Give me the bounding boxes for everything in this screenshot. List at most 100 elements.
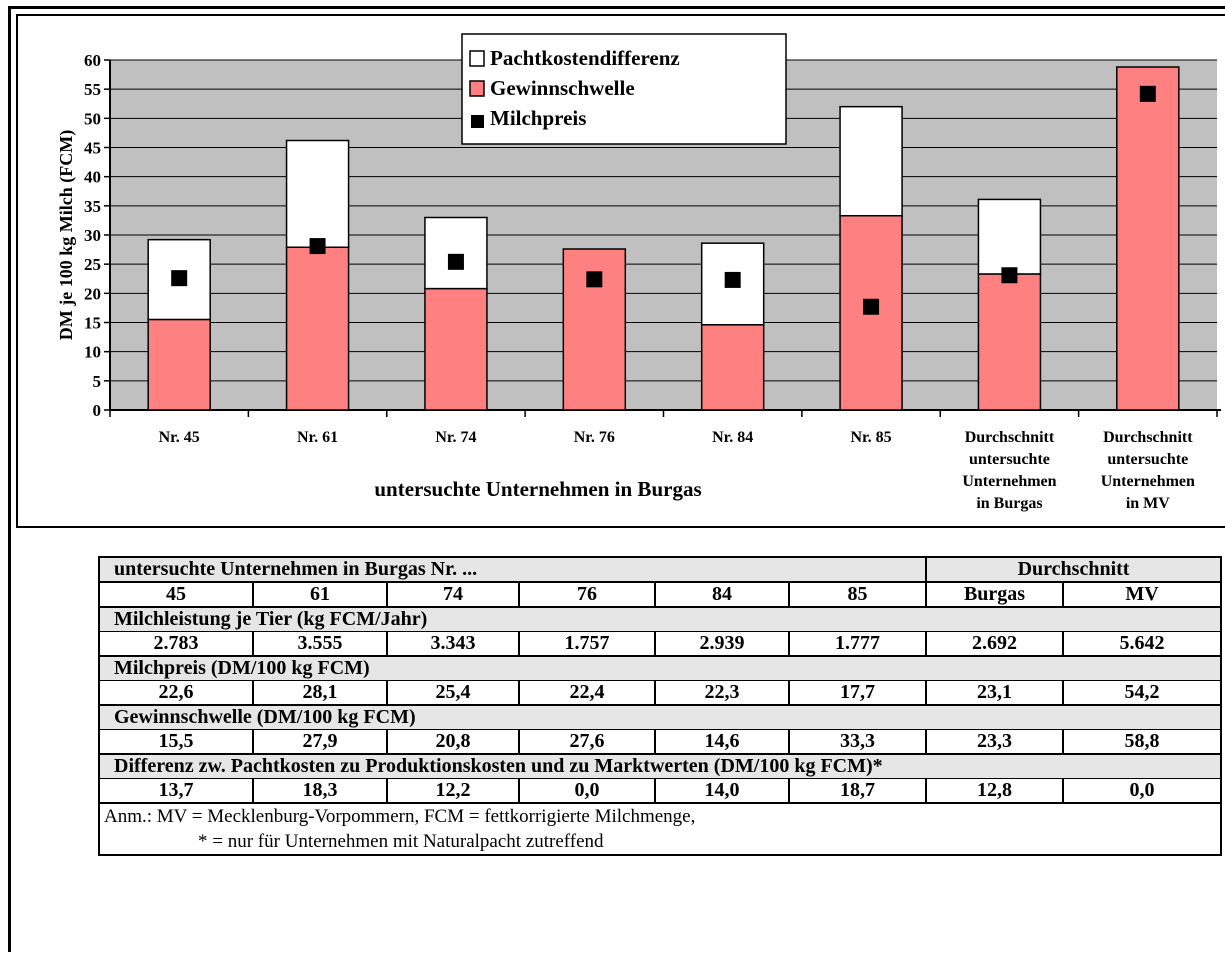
bar-gewinnschwelle	[147, 318, 211, 411]
bar-pachtkostendifferenz	[424, 216, 488, 290]
note-row: * = nur für Unternehmen mit Naturalpacht…	[97, 829, 1223, 856]
bar-pachtkostendifferenz	[839, 105, 903, 217]
y-tick-label: 20	[84, 284, 101, 303]
section-title: Milchleistung je Tier (kg FCM/Jahr)	[97, 606, 1223, 632]
table-cell: 2.783	[98, 631, 254, 657]
marker-milchpreis	[1139, 85, 1156, 102]
table-cell: 25,4	[386, 680, 520, 706]
column-header: MV	[1062, 581, 1223, 608]
table-cell: 2.692	[925, 631, 1065, 657]
x-tick-label: Nr. 85	[850, 429, 891, 446]
table-cell: 3.343	[386, 631, 520, 657]
x-tick-label: Nr. 76	[574, 429, 615, 446]
y-tick-label: 60	[84, 51, 101, 70]
y-tick-label: 50	[84, 109, 101, 128]
table-column-row: 45 61 74 76 84 85 Burgas MV	[98, 581, 1223, 608]
y-tick-label: 55	[84, 80, 101, 99]
table-note: Anm.: MV = Mecklenburg-Vorpommern, FCM =…	[97, 802, 1223, 829]
bar-pachtkostendifferenz	[977, 198, 1042, 275]
column-header: 61	[252, 581, 388, 608]
average-header: Durchschnitt	[925, 556, 1223, 582]
table-cell: 14,0	[654, 778, 790, 804]
table-row: 13,7 18,3 12,2 0,0 14,0 18,7 12,8 0,0	[98, 778, 1223, 804]
table-header-row: untersuchte Unternehmen in Burgas Nr. ..…	[97, 556, 1223, 582]
y-axis-title: DM je 100 kg Milch (FCM)	[56, 130, 77, 340]
section-title: Milchpreis (DM/100 kg FCM)	[97, 655, 1223, 681]
marker-milchpreis	[171, 270, 188, 287]
x-tick-label: Nr. 84	[712, 429, 753, 446]
column-header: 76	[518, 581, 656, 608]
table-cell: 18,3	[252, 778, 388, 804]
table-cell: 17,7	[787, 680, 928, 706]
column-header: 74	[386, 581, 520, 608]
y-tick-label: 30	[84, 226, 101, 245]
page-frame-left	[8, 6, 11, 952]
section-title: Differenz zw. Pachtkosten zu Produktions…	[97, 753, 1223, 779]
y-tick-label: 0	[93, 401, 102, 420]
marker-milchpreis	[309, 238, 326, 255]
chart-container: 0 5 10 15 20 25 30 35 40 45 50 55 60 Nr. 45 Nr. 61 Nr. …	[16, 14, 1225, 528]
legend-swatch	[469, 50, 485, 67]
y-tick-label: 5	[93, 372, 102, 391]
bar-gewinnschwelle	[977, 273, 1042, 411]
bar-pachtkostendifferenz	[285, 139, 350, 248]
table-cell: 22,3	[654, 680, 790, 706]
x-tick-label: untersuchte	[1107, 451, 1188, 468]
table-cell: 1.757	[518, 631, 656, 657]
section-title-row: Differenz zw. Pachtkosten zu Produktions…	[97, 753, 1223, 779]
marker-milchpreis	[724, 271, 741, 288]
y-tick-label: 25	[84, 255, 101, 274]
column-header: Burgas	[925, 581, 1065, 608]
table-cell: 58,8	[1062, 729, 1223, 755]
legend-swatch	[469, 80, 485, 97]
section-title: Gewinnschwelle (DM/100 kg FCM)	[97, 704, 1223, 730]
group-header: untersuchte Unternehmen in Burgas Nr. ..…	[97, 556, 928, 582]
x-tick-label: Unternehmen	[1101, 473, 1195, 490]
table-cell: 2.939	[654, 631, 790, 657]
section-title-row: Milchpreis (DM/100 kg FCM)	[97, 655, 1223, 681]
bar-gewinnschwelle	[700, 324, 765, 411]
x-tick-label: Unternehmen	[962, 473, 1056, 490]
legend-box	[461, 33, 787, 145]
y-tick-label: 15	[84, 314, 101, 333]
table-note-footnote: * = nur für Unternehmen mit Naturalpacht…	[97, 829, 1223, 856]
column-header: 85	[787, 581, 928, 608]
note-row: Anm.: MV = Mecklenburg-Vorpommern, FCM =…	[97, 802, 1223, 829]
y-tick-label: 40	[84, 168, 101, 187]
column-header: 84	[654, 581, 790, 608]
table-cell: 27,9	[252, 729, 388, 755]
y-tick-label: 45	[84, 139, 101, 158]
x-tick-label: in Burgas	[976, 495, 1042, 512]
page-frame-top	[8, 6, 1225, 9]
table-row: 22,6 28,1 25,4 22,4 22,3 17,7 23,1 54,2	[98, 680, 1223, 706]
bar-gewinnschwelle	[424, 287, 488, 411]
marker-milchpreis	[1001, 267, 1018, 284]
table-cell: 33,3	[787, 729, 928, 755]
legend-label: Pachtkostendifferenz	[490, 46, 680, 70]
table-row: 15,5 27,9 20,8 27,6 14,6 33,3 23,3 58,8	[98, 729, 1223, 755]
marker-milchpreis	[863, 298, 880, 315]
table-cell: 54,2	[1062, 680, 1223, 706]
marker-milchpreis	[447, 253, 464, 270]
bar-gewinnschwelle	[285, 246, 350, 411]
table-cell: 14,6	[654, 729, 790, 755]
bar-gewinnschwelle	[1116, 66, 1180, 411]
chart-svg: 0 5 10 15 20 25 30 35 40 45 50 55 60 Nr. 45 Nr. 61 Nr. …	[56, 33, 1221, 512]
x-tick-label: Durchschnitt	[1103, 429, 1193, 446]
table-cell: 18,7	[787, 778, 928, 804]
table-cell: 27,6	[518, 729, 656, 755]
y-tick-label: 10	[84, 343, 101, 362]
table-cell: 1.777	[787, 631, 928, 657]
table-cell: 22,6	[98, 680, 254, 706]
legend-label: Gewinnschwelle	[490, 76, 635, 100]
table-cell: 12,2	[386, 778, 520, 804]
x-tick-label: Durchschnitt	[965, 429, 1055, 446]
table-cell: 0,0	[1062, 778, 1223, 804]
table-cell: 5.642	[1062, 631, 1223, 657]
x-tick-label: Nr. 74	[435, 429, 476, 446]
table-cell: 3.555	[252, 631, 388, 657]
table-cell: 12,8	[925, 778, 1065, 804]
section-title-row: Gewinnschwelle (DM/100 kg FCM)	[97, 704, 1223, 730]
table-row: 2.783 3.555 3.343 1.757 2.939 1.777 2.69…	[98, 631, 1223, 657]
table-cell: 28,1	[252, 680, 388, 706]
